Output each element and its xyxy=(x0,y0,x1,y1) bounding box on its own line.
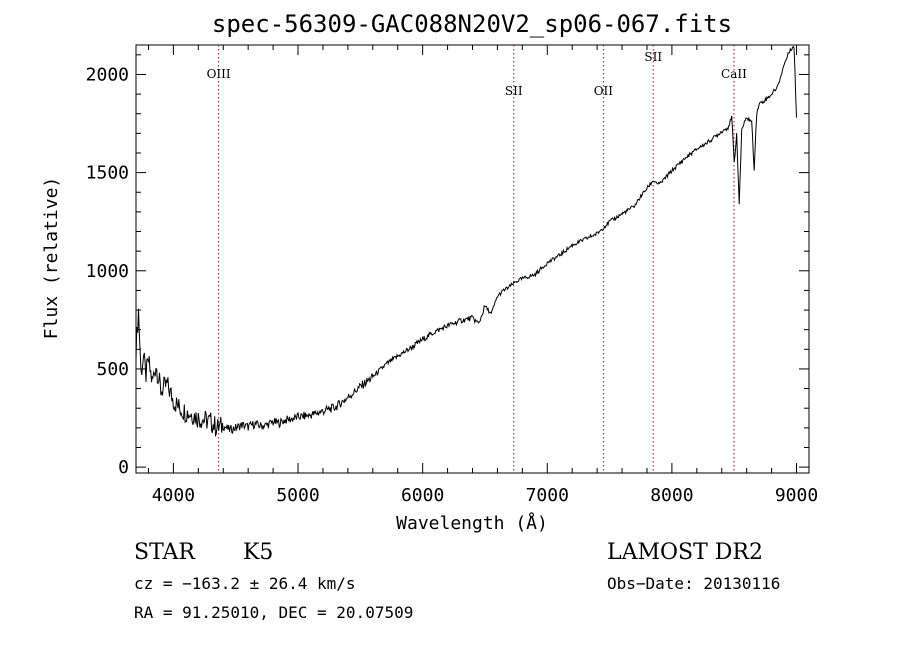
y-tick-label: 2000 xyxy=(86,64,129,85)
chart-title: spec-56309-GAC088N20V2_sp06-067.fits xyxy=(212,10,732,38)
y-axis-ticks: 0 500 1000 1500 2000 xyxy=(86,54,809,478)
emission-line-label: SII xyxy=(644,50,662,64)
emission-line-label: OIII xyxy=(207,67,231,81)
y-tick-label: 1500 xyxy=(86,163,129,184)
y-tick-label: 1000 xyxy=(86,261,129,282)
x-tick-label: 6000 xyxy=(401,485,444,506)
spectrum-line xyxy=(135,45,797,438)
redshift-cz: cz = −163.2 ± 26.4 km/s xyxy=(134,574,356,593)
object-subclass: K5 xyxy=(243,540,274,565)
x-axis-ticks: 4000 5000 6000 7000 8000 9000 xyxy=(147,45,818,506)
x-tick-label: 7000 xyxy=(526,485,569,506)
x-axis-label: Wavelength (Å) xyxy=(396,512,548,534)
survey-label: LAMOST DR2 xyxy=(607,540,763,565)
x-tick-label: 9000 xyxy=(775,485,818,506)
emission-line-markers: OIII SII OII SII CaII xyxy=(207,45,747,473)
y-tick-label: 0 xyxy=(118,457,129,478)
x-tick-label: 8000 xyxy=(650,485,693,506)
ra-dec-coordinates: RA = 91.25010, DEC = 20.07509 xyxy=(134,603,414,622)
emission-line-label: CaII xyxy=(721,67,747,81)
object-class: STAR xyxy=(134,540,195,565)
emission-line-label: OII xyxy=(594,84,614,98)
x-tick-label: 4000 xyxy=(152,485,195,506)
y-axis-label: Flux (relative) xyxy=(41,177,62,340)
emission-line-label: SII xyxy=(505,84,523,98)
x-tick-label: 5000 xyxy=(276,485,319,506)
y-tick-label: 500 xyxy=(96,359,129,380)
plot-frame xyxy=(135,44,810,474)
observation-date: Obs−Date: 20130116 xyxy=(607,574,781,593)
